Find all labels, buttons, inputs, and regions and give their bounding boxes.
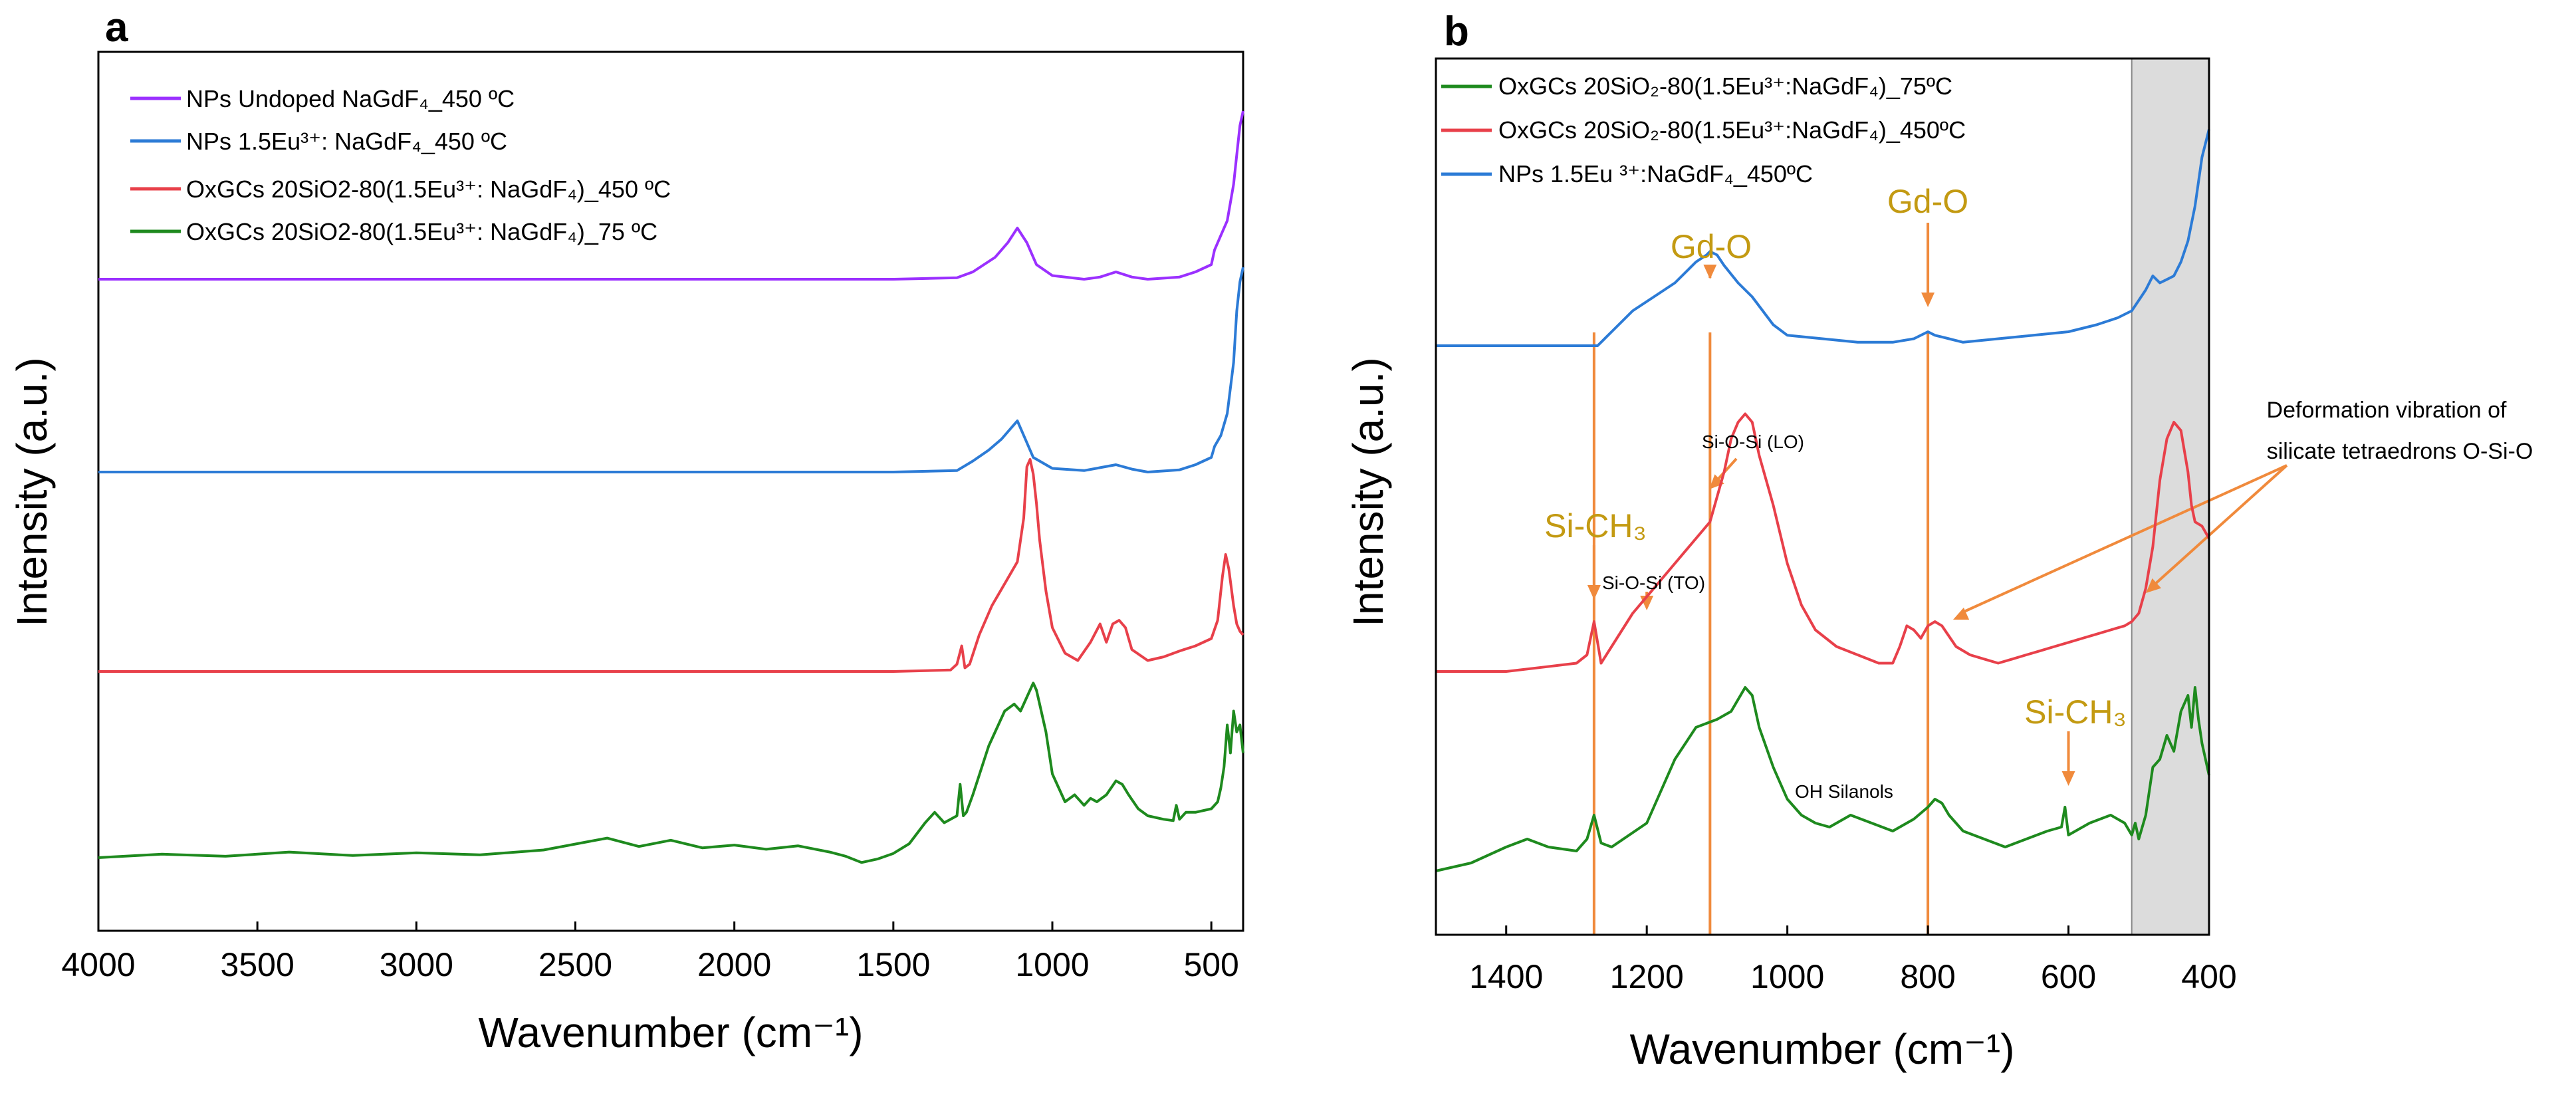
panel-a-y-axis-title: Intensity (a.u.) xyxy=(8,357,56,627)
annotation-gd-o-1: Gd-O xyxy=(1671,228,1752,265)
panel-a: a 4000 3500 3000 2500 2000 1500 1000 500 Wavenu… xyxy=(8,5,1244,1056)
panel-b-y-axis-title: Intensity (a.u.) xyxy=(1344,357,1392,627)
annotation-gd-o-2: Gd-O xyxy=(1887,183,1968,220)
panel-b: b 1400 1200 1000 800 600 400 Wavenumber (cm⁻¹… xyxy=(1344,9,2533,1073)
panel-a-letter: a xyxy=(105,5,128,51)
x-tick-label: 1200 xyxy=(1610,958,1684,995)
x-tick-label: 2500 xyxy=(538,946,612,983)
annotation-deformation-line1: Deformation vibration of xyxy=(2267,398,2508,423)
x-tick-label: 1000 xyxy=(1750,958,1824,995)
x-tick-label: 1500 xyxy=(856,946,930,983)
legend-a-label-2: OxGCs 20SiO2-80(1.5Eu³⁺: NaGdF₄)_450 ºC xyxy=(186,176,671,203)
panel-a-series xyxy=(98,110,1244,864)
arrow-deformation-1-shaft xyxy=(1960,464,2287,614)
panel-b-letter: b xyxy=(1444,9,1469,55)
panel-b-annotations: Gd-O Gd-O Si-CH₃ Si-CH₃ Si-O-Si (LO) Si-… xyxy=(1544,183,2533,802)
arrow-deformation-2-head xyxy=(2146,578,2162,593)
legend-a-label-3: OxGCs 20SiO2-80(1.5Eu³⁺: NaGdF₄)_75 ºC xyxy=(186,218,657,245)
legend-a-label-0: NPs Undoped NaGdF₄_450 ºC xyxy=(186,85,515,112)
annotation-oh-silanols: OH Silanols xyxy=(1795,781,1893,802)
annotation-si-o-si-lo: Si-O-Si (LO) xyxy=(1702,431,1804,452)
annotation-deformation-line2: silicate tetraedrons O-Si-O xyxy=(2267,439,2533,464)
annotation-si-ch3-1: Si-CH₃ xyxy=(1544,507,1647,545)
arrow-si-ch3-2-head xyxy=(2061,771,2075,786)
x-tick-label: 3500 xyxy=(221,946,294,983)
arrow-deformation-2-shaft xyxy=(2153,464,2288,586)
x-tick-label: 4000 xyxy=(61,946,135,983)
panel-b-x-ticks: 1400 1200 1000 800 600 400 xyxy=(1469,925,2237,995)
panel-a-x-ticks: 4000 3500 3000 2500 2000 1500 1000 500 xyxy=(61,921,1239,983)
series-line-red xyxy=(1436,412,2210,673)
x-tick-label: 2000 xyxy=(697,946,771,983)
x-tick-label: 800 xyxy=(1900,958,1955,995)
annotation-si-o-si-to: Si-O-Si (TO) xyxy=(1602,572,1705,593)
legend-b-label-2: NPs 1.5Eu ³⁺:NaGdF₄_450ºC xyxy=(1498,160,1813,187)
panel-b-plot-frame xyxy=(1435,57,2210,936)
x-tick-label: 1000 xyxy=(1015,946,1089,983)
panel-b-annotation-lines xyxy=(1587,223,2288,935)
series-line-blue xyxy=(98,267,1244,473)
arrow-gd-o-1-head xyxy=(1703,265,1717,279)
arrow-gd-o-2-head xyxy=(1921,293,1935,307)
annotation-si-ch3-2: Si-CH₃ xyxy=(2024,693,2127,731)
panel-a-x-axis-title: Wavenumber (cm⁻¹) xyxy=(478,1009,863,1056)
x-tick-label: 3000 xyxy=(380,946,453,983)
panel-b-series xyxy=(1435,129,2210,872)
series-line-red xyxy=(98,458,1244,673)
legend-b-label-0: OxGCs 20SiO₂-80(1.5Eu³⁺:NaGdF₄)_75ºC xyxy=(1498,72,1952,100)
panel-b-legend: OxGCs 20SiO₂-80(1.5Eu³⁺:NaGdF₄)_75ºC OxG… xyxy=(1441,72,1966,187)
x-tick-label: 1400 xyxy=(1469,958,1543,995)
panel-a-legend: NPs Undoped NaGdF₄_450 ºC NPs 1.5Eu³⁺: N… xyxy=(130,85,671,245)
series-line-purple xyxy=(98,110,1244,281)
arrow-deformation-1-head xyxy=(1953,607,1970,620)
series-line-blue xyxy=(1436,129,2210,347)
legend-b-label-1: OxGCs 20SiO₂-80(1.5Eu³⁺:NaGdF₄)_450ºC xyxy=(1498,116,1966,144)
arrow-si-o-si-lo-head xyxy=(1709,474,1724,489)
arrow-si-ch3-1-head xyxy=(1587,585,1601,600)
series-line-green xyxy=(1435,686,2210,872)
x-tick-label: 400 xyxy=(2181,958,2236,995)
panel-a-plot-frame xyxy=(97,51,1244,932)
arrow-si-o-si-lo-shaft xyxy=(1717,457,1738,480)
x-tick-label: 500 xyxy=(1183,946,1238,983)
series-line-green xyxy=(98,681,1244,864)
x-tick-label: 600 xyxy=(2041,958,2096,995)
legend-a-label-1: NPs 1.5Eu³⁺: NaGdF₄_450 ºC xyxy=(186,128,507,155)
panel-b-x-axis-title: Wavenumber (cm⁻¹) xyxy=(1629,1025,2014,1073)
